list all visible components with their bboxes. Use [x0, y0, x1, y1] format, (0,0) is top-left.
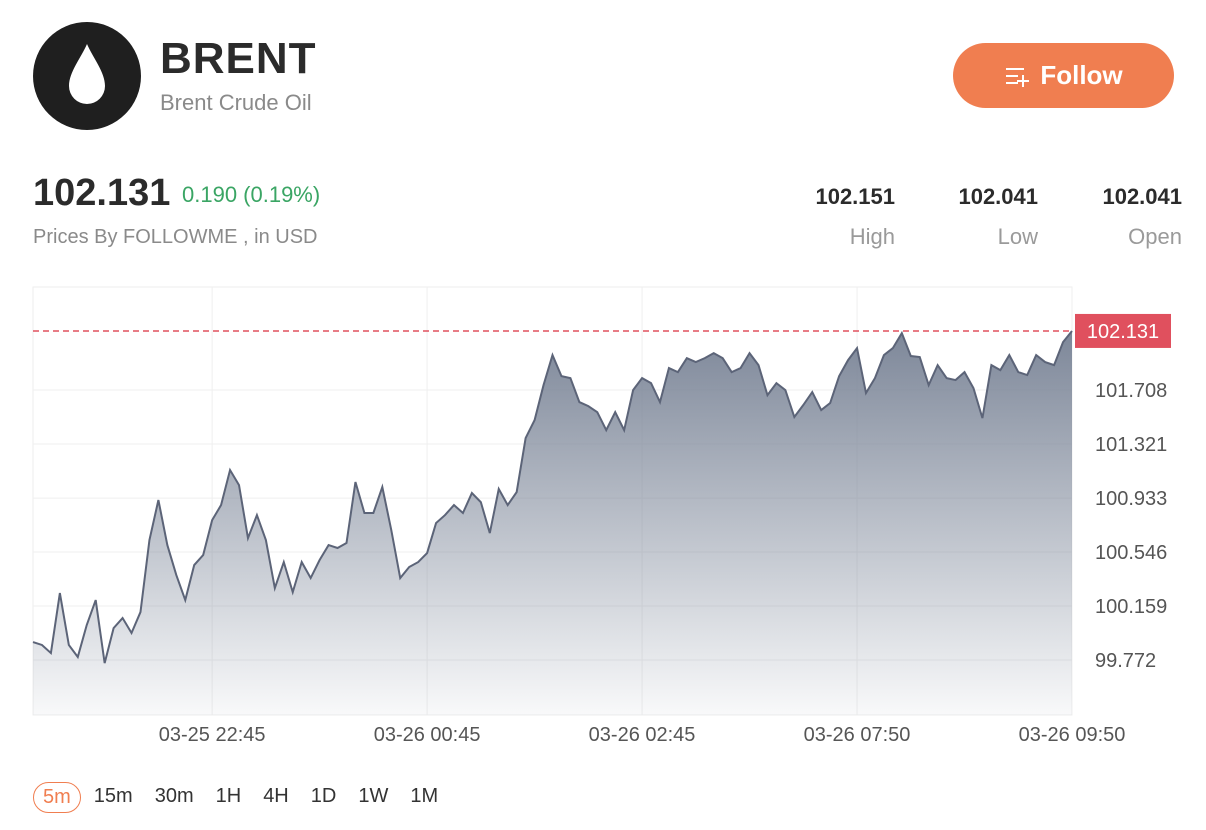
stat-value: 102.151	[815, 184, 895, 209]
follow-icon	[1006, 67, 1030, 87]
timeframe-tab[interactable]: 1W	[358, 785, 389, 807]
current-price-label: 102.131	[1087, 321, 1159, 343]
logo	[33, 22, 141, 130]
stat-label: High	[849, 224, 895, 249]
timeframe-tab[interactable]: 1M	[410, 785, 439, 807]
y-tick-label: 100.159	[1095, 596, 1167, 618]
y-tick-label: 101.321	[1095, 434, 1167, 456]
price-source: Prices By FOLLOWME , in USD	[33, 226, 318, 248]
stat-label: Open	[1128, 224, 1182, 249]
symbol-title: BRENT	[160, 34, 317, 83]
stat-value: 102.041	[1102, 184, 1182, 209]
x-tick-label: 03-26 02:45	[589, 724, 696, 746]
timeframe-tab[interactable]: 15m	[93, 785, 133, 807]
price: 102.131	[33, 172, 171, 214]
timeframe-tab[interactable]: 1H	[215, 785, 242, 807]
area-fill	[33, 330, 1072, 715]
stat-label: Low	[997, 224, 1038, 249]
follow-label[interactable]: Follow	[1040, 60, 1123, 90]
price-line	[32, 330, 1073, 664]
current-price-tag	[1075, 313, 1171, 348]
x-tick-label: 03-26 07:50	[804, 724, 911, 746]
timeframe-tab[interactable]: 4H	[263, 785, 289, 807]
price-change: 0.190 (0.19%)	[182, 182, 321, 207]
follow-button[interactable]: Follow	[953, 43, 1174, 108]
y-tick-label: 100.546	[1095, 542, 1167, 564]
x-tick-label: 03-26 09:50	[1019, 724, 1126, 746]
x-tick-label: 03-26 00:45	[374, 724, 481, 746]
timeframe-tab[interactable]: 30m	[154, 785, 194, 807]
chart: 99.772 100.159 100.546 100.933 101.321 101.70…	[32, 286, 1171, 746]
timeframe-tab[interactable]: 1D	[310, 785, 337, 807]
x-tick-label: 03-25 22:45	[159, 724, 266, 746]
timeframe-tabs: 5m 15m 30m 1H 4H 1D 1W 1M	[33, 782, 451, 813]
stat-value: 102.041	[958, 184, 1038, 209]
symbol-subtitle: Brent Crude Oil	[160, 90, 312, 115]
y-tick-label: 100.933	[1095, 488, 1167, 510]
timeframe-tab[interactable]: 5m	[33, 782, 81, 813]
y-tick-label: 99.772	[1095, 650, 1156, 672]
y-tick-label: 101.708	[1095, 380, 1167, 402]
